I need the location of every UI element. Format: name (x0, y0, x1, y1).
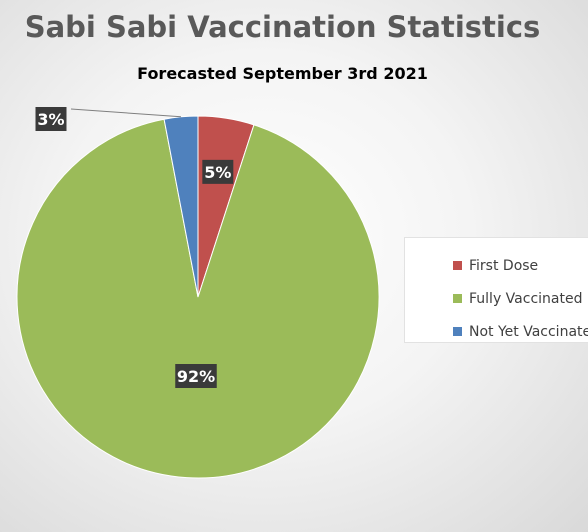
data-label-text: 3% (37, 110, 64, 129)
legend-swatch (453, 327, 462, 336)
data-label-box (202, 159, 234, 184)
leader-line (70, 108, 182, 118)
data-label: 92% (175, 364, 217, 388)
legend-swatch (453, 294, 462, 303)
data-label-text: 92% (177, 367, 215, 386)
legend-label: Not Yet Vaccinated (469, 323, 588, 340)
legend-item-fully-vaccinated: Fully Vaccinated (453, 282, 588, 315)
legend-swatch (453, 261, 462, 270)
data-label-box (35, 107, 67, 131)
legend-label: First Dose (469, 257, 539, 274)
legend-label: Fully Vaccinated (469, 290, 583, 307)
pie-slice-fully-vaccinated (16, 118, 380, 479)
data-label-box (175, 364, 217, 388)
chart-title: Sabi Sabi Vaccination Statistics (24, 10, 541, 44)
legend: First Dose Fully Vaccinated Not Yet Vacc… (404, 237, 588, 343)
legend-item-not-yet-vaccinated: Not Yet Vaccinated (453, 315, 588, 348)
chart-subtitle: Forecasted September 3rd 2021 (137, 64, 428, 83)
legend-item-first-dose: First Dose (453, 249, 588, 282)
data-label: 3% (35, 107, 67, 131)
data-label-text: 5% (204, 163, 231, 182)
data-label: 5% (202, 159, 234, 184)
